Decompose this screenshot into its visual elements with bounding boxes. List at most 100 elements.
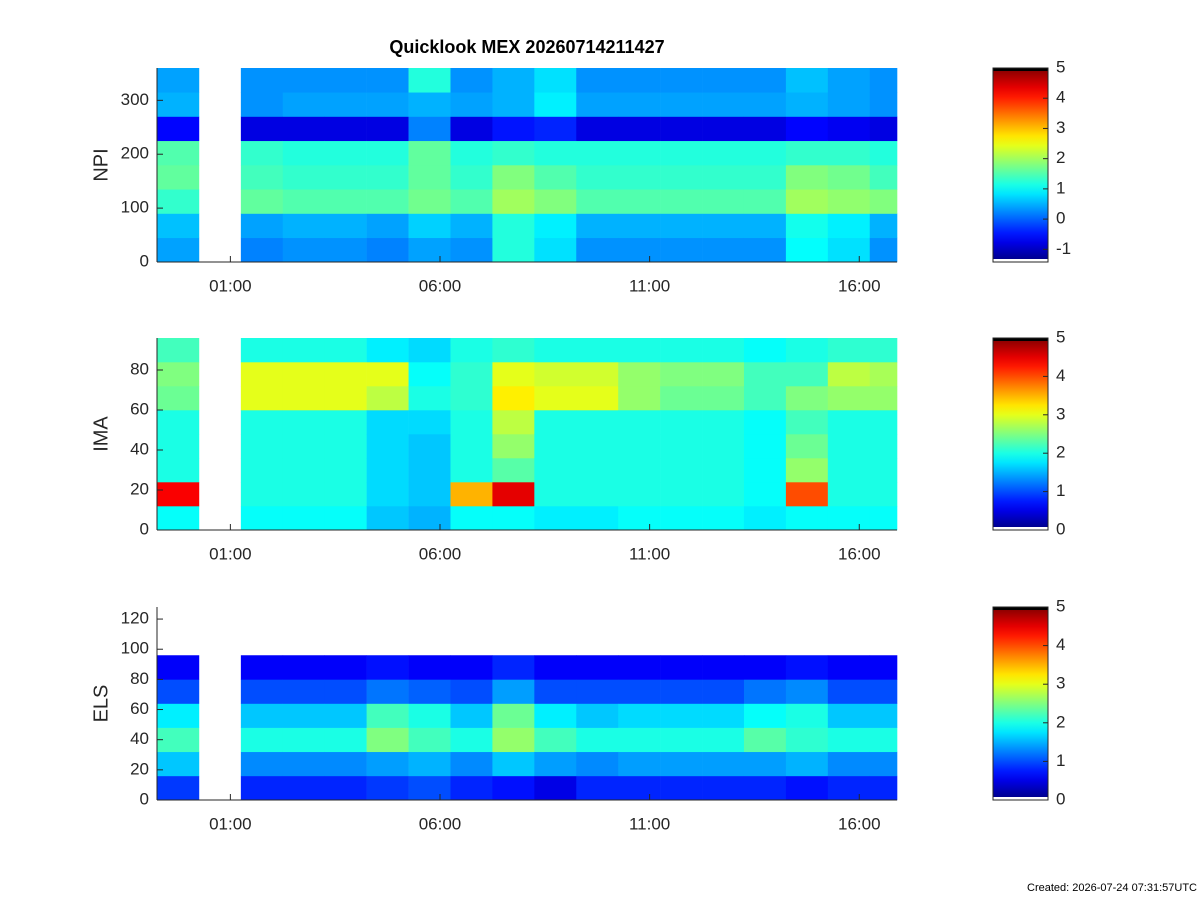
heatmap-cell bbox=[408, 751, 451, 777]
colorbar-over bbox=[993, 338, 1048, 341]
heatmap-cell bbox=[702, 506, 745, 531]
heatmap-cell bbox=[702, 751, 745, 777]
heatmap-cell bbox=[576, 92, 619, 117]
heatmap-cell bbox=[618, 386, 661, 411]
x-tick-label: 06:00 bbox=[419, 544, 462, 563]
heatmap-cell bbox=[869, 703, 898, 728]
heatmap-cell bbox=[827, 237, 871, 263]
heatmap-cell bbox=[450, 751, 493, 777]
heatmap-cell bbox=[282, 727, 326, 753]
heatmap-cell bbox=[534, 703, 577, 728]
heatmap-cell bbox=[240, 116, 284, 142]
y-tick-label: 40 bbox=[130, 439, 149, 458]
heatmap-cell bbox=[492, 362, 535, 387]
y-tick-label: 100 bbox=[121, 639, 149, 658]
heatmap-cell bbox=[743, 727, 787, 753]
colorbar-tick-label: 3 bbox=[1056, 118, 1065, 137]
heatmap-cell bbox=[660, 116, 703, 142]
heatmap-cell bbox=[366, 655, 409, 680]
heatmap-cell bbox=[869, 679, 898, 704]
heatmap-cell bbox=[743, 482, 787, 507]
heatmap-cell bbox=[576, 751, 619, 777]
heatmap-cell bbox=[702, 165, 745, 190]
y-tick-label: 40 bbox=[130, 729, 149, 748]
heatmap-cell bbox=[534, 727, 577, 753]
heatmap-cell bbox=[157, 165, 200, 190]
heatmap-cell bbox=[534, 410, 577, 435]
heatmap-cell bbox=[534, 482, 577, 507]
heatmap-cell bbox=[702, 458, 745, 483]
colorbar-tick-label: 0 bbox=[1056, 209, 1065, 228]
heatmap-cell bbox=[450, 775, 493, 801]
heatmap-cell bbox=[534, 434, 577, 459]
heatmap-cell bbox=[660, 506, 703, 531]
heatmap-cell bbox=[785, 386, 829, 411]
heatmap-cell bbox=[157, 727, 200, 753]
heatmap-cell bbox=[785, 727, 829, 753]
heatmap-cell bbox=[324, 506, 367, 531]
heatmap-cell bbox=[450, 338, 493, 363]
heatmap-cell bbox=[827, 775, 871, 801]
heatmap-cell bbox=[240, 458, 284, 483]
heatmap-cell bbox=[702, 655, 745, 680]
heatmap-cell bbox=[450, 482, 493, 507]
heatmap-cell bbox=[660, 458, 703, 483]
x-tick-label: 06:00 bbox=[419, 276, 462, 295]
heatmap-cell bbox=[785, 434, 829, 459]
heatmap-cell bbox=[702, 410, 745, 435]
colorbar-under bbox=[993, 527, 1048, 530]
x-tick-label: 11:00 bbox=[629, 814, 670, 833]
heatmap-cell bbox=[869, 189, 898, 214]
heatmap-cell bbox=[366, 140, 409, 166]
heatmap-cell bbox=[534, 338, 577, 363]
heatmap-cell bbox=[282, 213, 326, 239]
heatmap-cell bbox=[240, 165, 284, 190]
heatmap-cell bbox=[827, 140, 871, 166]
heatmap-cell bbox=[869, 458, 898, 483]
heatmap-cell bbox=[408, 458, 451, 483]
heatmap-cell bbox=[743, 434, 787, 459]
heatmap-cell bbox=[282, 386, 326, 411]
colorbar-tick-label: 3 bbox=[1056, 674, 1065, 693]
heatmap-cell bbox=[827, 338, 871, 363]
heatmap-cell bbox=[869, 116, 898, 142]
heatmap-cell bbox=[324, 362, 367, 387]
heatmap-cell bbox=[324, 727, 367, 753]
colorbar-frame bbox=[992, 606, 1049, 801]
heatmap-cell bbox=[576, 655, 619, 680]
heatmap-cell bbox=[618, 189, 661, 214]
heatmap-cell bbox=[702, 679, 745, 704]
heatmap-cell bbox=[450, 386, 493, 411]
heatmap-cell bbox=[450, 92, 493, 117]
colorbar-tick-label: 2 bbox=[1056, 712, 1065, 731]
heatmap-cell bbox=[576, 434, 619, 459]
heatmap-cell bbox=[660, 92, 703, 117]
heatmap-cell bbox=[240, 727, 284, 753]
heatmap-cell bbox=[827, 458, 871, 483]
heatmap-cell bbox=[743, 189, 787, 214]
heatmap-cell bbox=[534, 655, 577, 680]
heatmap-cell bbox=[408, 775, 451, 801]
heatmap-cell bbox=[827, 362, 871, 387]
heatmap-cell bbox=[324, 165, 367, 190]
heatmap-cell bbox=[618, 338, 661, 363]
heatmap-cell bbox=[366, 338, 409, 363]
colorbar-tick-label: -1 bbox=[1056, 239, 1071, 258]
heatmap-cell bbox=[157, 679, 200, 704]
heatmap-cell bbox=[240, 751, 284, 777]
x-tick-label: 01:00 bbox=[209, 814, 252, 833]
heatmap-cell bbox=[408, 703, 451, 728]
heatmap-cell bbox=[743, 679, 787, 704]
heatmap-cell bbox=[282, 679, 326, 704]
heatmap-cell bbox=[240, 237, 284, 263]
heatmap-cell bbox=[408, 92, 451, 117]
heatmap-cell bbox=[366, 189, 409, 214]
x-tick-label: 01:00 bbox=[209, 544, 252, 563]
heatmap-cell bbox=[869, 775, 898, 801]
heatmap-cell bbox=[408, 434, 451, 459]
heatmap-cell bbox=[827, 679, 871, 704]
heatmap-cell bbox=[534, 140, 577, 166]
heatmap-cell bbox=[869, 68, 898, 93]
y-axis-label: IMA bbox=[90, 416, 112, 452]
